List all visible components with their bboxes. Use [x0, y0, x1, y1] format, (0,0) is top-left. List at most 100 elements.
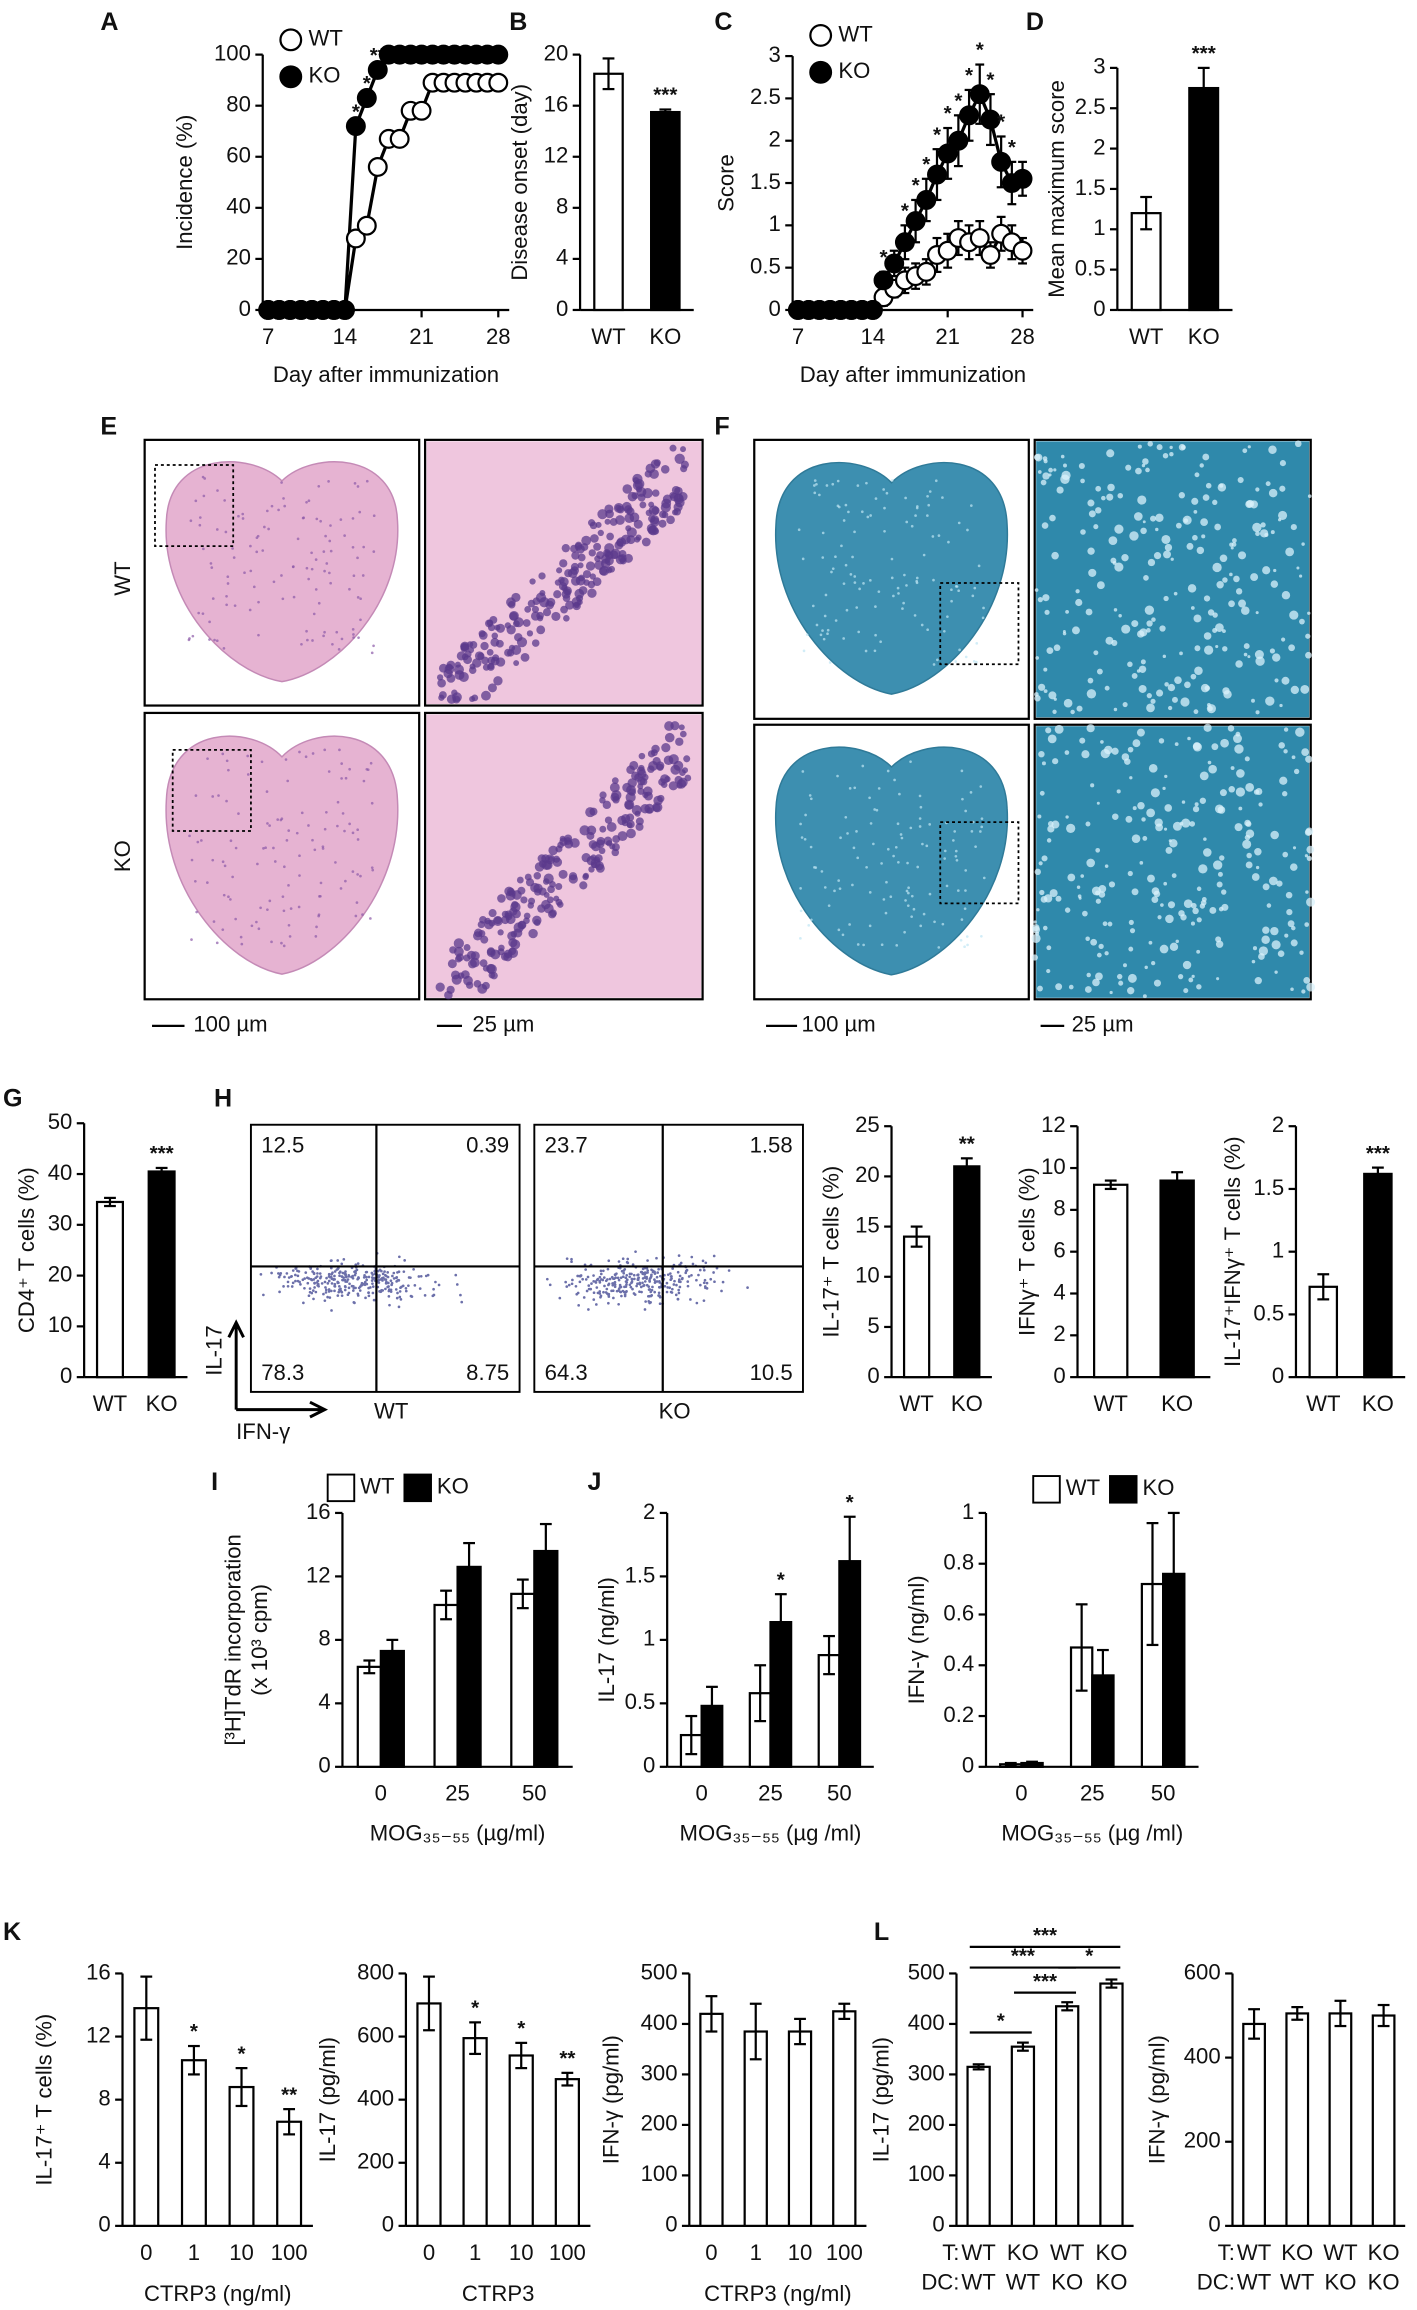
cell — [1215, 940, 1224, 948]
event-dot — [618, 1283, 622, 1287]
cell — [1284, 933, 1289, 938]
error-bar — [283, 2108, 296, 2136]
tissue-texture — [797, 528, 801, 532]
event-dot — [604, 1279, 608, 1283]
cell — [1079, 737, 1086, 744]
cell — [1191, 497, 1199, 505]
cell — [508, 947, 517, 955]
cell — [1231, 542, 1237, 547]
event-dot — [326, 1295, 329, 1299]
cell — [1034, 453, 1043, 462]
cell — [514, 633, 523, 642]
tissue-texture — [267, 527, 270, 531]
tissue-texture — [931, 535, 935, 538]
event-dot — [653, 1272, 657, 1275]
event-dot — [340, 1262, 344, 1266]
cell — [1091, 886, 1101, 896]
tissue-texture — [903, 930, 906, 934]
event-dot — [397, 1305, 401, 1309]
tissue-texture — [897, 592, 900, 595]
event-dot — [613, 1283, 617, 1286]
tissue-texture — [842, 519, 846, 522]
tissue-texture — [874, 633, 877, 637]
event-dot — [426, 1273, 430, 1277]
bar — [510, 1592, 536, 1768]
cell — [1203, 595, 1211, 602]
tissue-section — [775, 746, 1009, 976]
tissue-texture — [926, 628, 929, 632]
event-dot — [548, 1283, 552, 1287]
tissue-texture — [919, 924, 923, 928]
cell — [586, 855, 597, 866]
micrograph — [1031, 723, 1316, 1001]
cell — [460, 642, 469, 652]
cell — [1219, 789, 1227, 797]
cell — [1093, 524, 1099, 530]
tissue-texture — [351, 517, 355, 520]
cell — [1290, 685, 1299, 695]
event-dot — [363, 1280, 367, 1284]
event-dot — [676, 1297, 680, 1301]
cell — [1039, 889, 1045, 896]
event-dot — [333, 1274, 336, 1278]
cell — [1255, 865, 1260, 870]
tissue-texture — [328, 539, 332, 543]
event-dot — [319, 1275, 323, 1278]
marker — [345, 116, 366, 137]
tissue-texture — [872, 842, 875, 846]
tissue-texture — [954, 854, 958, 858]
tissue-texture — [268, 899, 272, 903]
cell — [1118, 614, 1122, 618]
cell — [517, 886, 526, 895]
x-tick-label: 0 — [1015, 1781, 1027, 1806]
y-tick-label: 0 — [98, 2212, 110, 2237]
flow-label: KO — [659, 1398, 691, 1423]
error-bar — [1377, 2003, 1390, 2028]
tissue-texture — [340, 637, 344, 641]
y-tick-label: 2 — [643, 1499, 655, 1524]
x-axis-label: CTRP3 (ng/ml) — [144, 2281, 292, 2306]
cell — [1171, 873, 1177, 878]
tissue-texture — [821, 556, 825, 559]
event-dot — [574, 1284, 578, 1288]
cell — [1266, 903, 1272, 908]
tissue-texture — [960, 918, 964, 921]
error-bar — [188, 2044, 200, 2076]
event-dot — [702, 1268, 706, 1272]
cell — [538, 572, 546, 580]
event-dot — [577, 1303, 580, 1307]
cell — [1142, 458, 1149, 465]
tissue-texture — [328, 571, 331, 575]
x-tick-label: WT — [961, 2269, 995, 2294]
cell — [635, 486, 643, 493]
tissue-texture — [846, 832, 849, 835]
cell — [652, 489, 660, 497]
tissue-texture — [208, 638, 211, 641]
tissue-texture — [900, 836, 904, 840]
cell — [463, 944, 471, 951]
cell — [1174, 742, 1179, 747]
y-tick-label: 200 — [357, 2149, 394, 2174]
event-dot — [336, 1281, 340, 1285]
bar — [147, 1170, 176, 1379]
tissue-texture — [259, 906, 262, 910]
cell — [1045, 727, 1052, 734]
cell — [1300, 684, 1310, 694]
cell — [1080, 529, 1086, 535]
cell — [1192, 805, 1200, 813]
event-dot — [383, 1270, 386, 1273]
x-row-label: DC: — [1197, 2269, 1235, 2294]
tissue-texture — [246, 754, 250, 758]
tissue-texture — [980, 825, 984, 829]
event-dot — [309, 1267, 313, 1270]
cell — [1220, 738, 1229, 748]
x-tick-label: WT — [1237, 2269, 1271, 2294]
legend-label: KO — [838, 58, 870, 83]
event-dot — [340, 1290, 344, 1294]
event-dot — [625, 1273, 629, 1277]
event-dot — [648, 1280, 652, 1283]
cell — [1271, 940, 1281, 950]
event-dot — [608, 1277, 612, 1281]
event-dot — [592, 1279, 595, 1283]
cell — [626, 527, 637, 538]
